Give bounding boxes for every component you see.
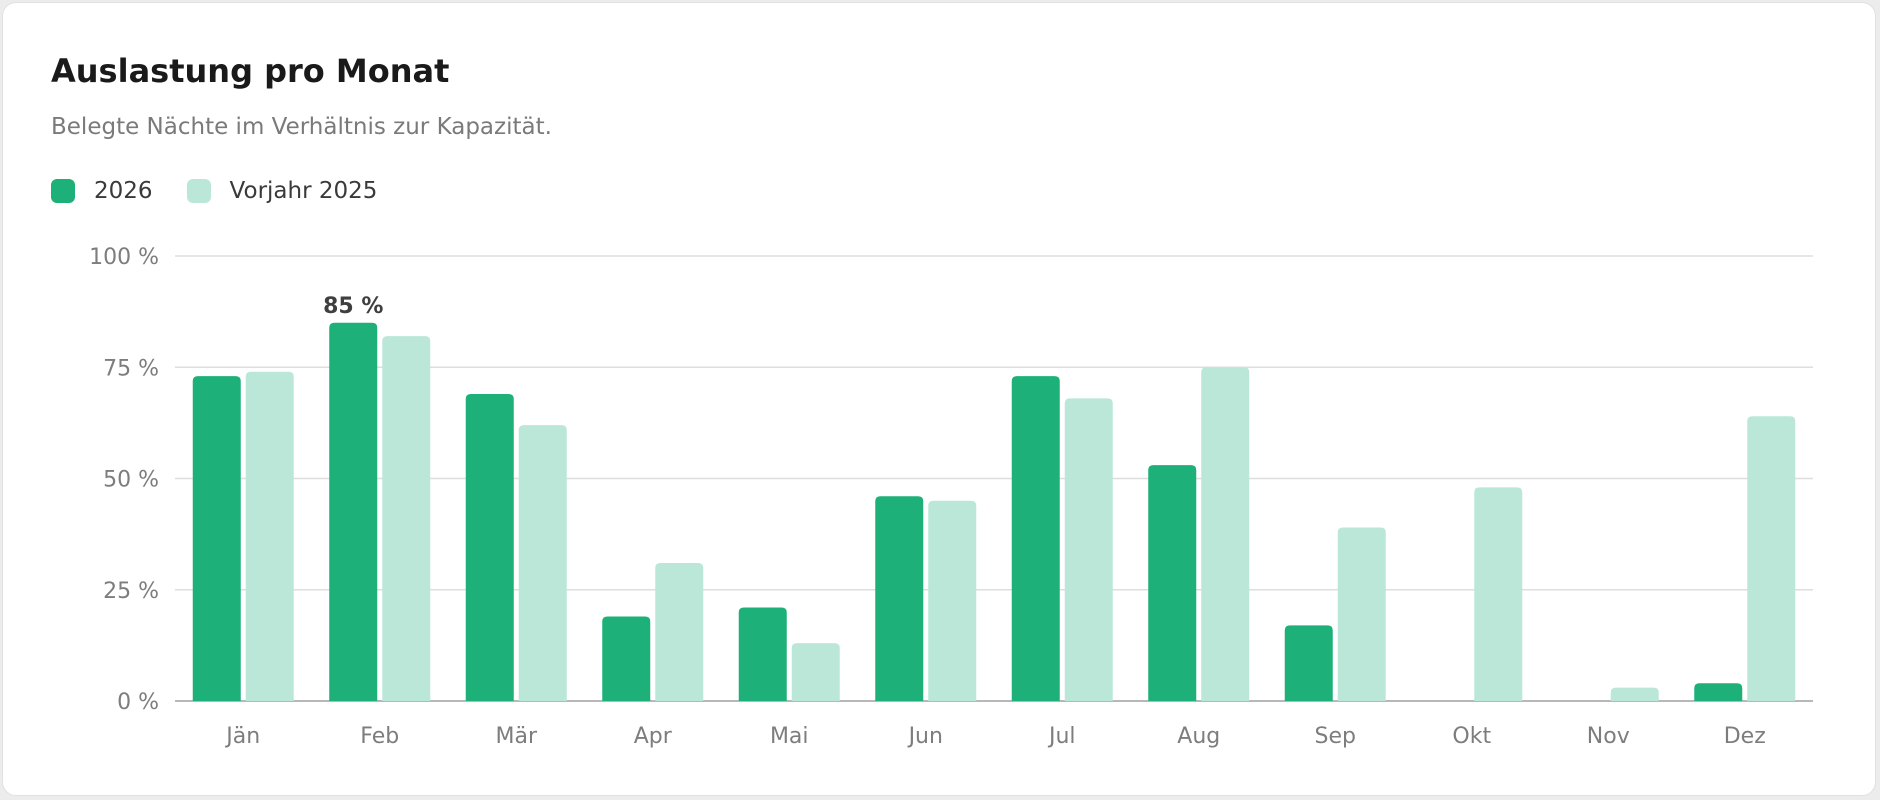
y-tick-label: 100 % <box>89 245 159 270</box>
y-axis-ticks: 0 % 25 % 50 % 75 % 100 % <box>89 245 159 715</box>
y-tick-label: 0 % <box>117 690 159 715</box>
bar-current-jän[interactable] <box>192 376 241 701</box>
data-label: 85 % <box>323 294 383 319</box>
legend-swatch-previous <box>186 179 211 203</box>
bar-current-jun[interactable] <box>875 496 924 701</box>
legend-item-previous[interactable]: Vorjahr 2025 <box>186 176 378 206</box>
bar-current-dez[interactable] <box>1694 683 1743 701</box>
bar-previous-mär[interactable] <box>518 425 567 701</box>
bar-current-mai[interactable] <box>738 607 787 701</box>
bar-previous-jun[interactable] <box>928 500 977 701</box>
bar-previous-nov[interactable] <box>1610 687 1659 701</box>
x-tick-label: Mai <box>770 724 809 749</box>
bar-current-feb[interactable] <box>329 322 378 701</box>
x-tick-label: Jul <box>1047 724 1076 749</box>
x-tick-label: Jun <box>907 724 943 749</box>
chart-legend: 2026 Vorjahr 2025 <box>51 176 411 206</box>
bar-previous-apr[interactable] <box>655 563 704 701</box>
y-tick-label: 25 % <box>103 579 159 604</box>
legend-label-current: 2026 <box>94 178 153 204</box>
y-tick-label: 75 % <box>103 356 159 381</box>
bar-previous-okt[interactable] <box>1474 487 1523 701</box>
chart-subtitle: Belegte Nächte im Verhältnis zur Kapazit… <box>51 114 552 140</box>
legend-swatch-current <box>51 179 75 203</box>
x-tick-label: Aug <box>1177 724 1220 749</box>
grid-lines <box>175 255 1813 702</box>
x-tick-label: Jän <box>224 724 260 749</box>
x-tick-label: Feb <box>360 724 399 749</box>
bar-current-mär[interactable] <box>465 393 514 701</box>
bar-previous-jul[interactable] <box>1064 398 1113 701</box>
y-tick-label: 50 % <box>103 468 159 493</box>
bar-current-sep[interactable] <box>1284 625 1333 701</box>
bar-current-apr[interactable] <box>602 616 651 701</box>
x-tick-label: Dez <box>1724 724 1766 749</box>
annotations: 85 % <box>323 294 383 319</box>
x-tick-label: Nov <box>1587 724 1630 749</box>
bar-previous-feb[interactable] <box>382 336 431 701</box>
x-axis-ticks: Jän Feb Mär Apr Mai Jun Jul Aug Sep Okt Nov Dez <box>224 724 1765 749</box>
bars <box>192 322 1796 701</box>
bar-current-aug[interactable] <box>1148 465 1197 701</box>
x-tick-label: Okt <box>1452 724 1491 749</box>
bar-previous-jän[interactable] <box>245 371 294 701</box>
legend-item-current[interactable]: 2026 <box>51 176 153 206</box>
bar-previous-dez[interactable] <box>1747 416 1796 701</box>
bar-current-jul[interactable] <box>1011 376 1060 701</box>
x-tick-label: Sep <box>1315 724 1356 749</box>
bar-previous-mai[interactable] <box>791 643 840 701</box>
legend-label-previous: Vorjahr 2025 <box>229 178 378 204</box>
x-tick-label: Apr <box>634 724 673 749</box>
chart-title: Auslastung pro Monat <box>51 52 450 90</box>
bar-previous-sep[interactable] <box>1337 527 1386 701</box>
x-tick-label: Mär <box>495 724 537 749</box>
bar-chart: 0 %25 %50 %75 %100 % Jän Feb Mär Apr Mai Jun J… <box>89 245 1813 749</box>
bar-previous-aug[interactable] <box>1201 367 1250 701</box>
